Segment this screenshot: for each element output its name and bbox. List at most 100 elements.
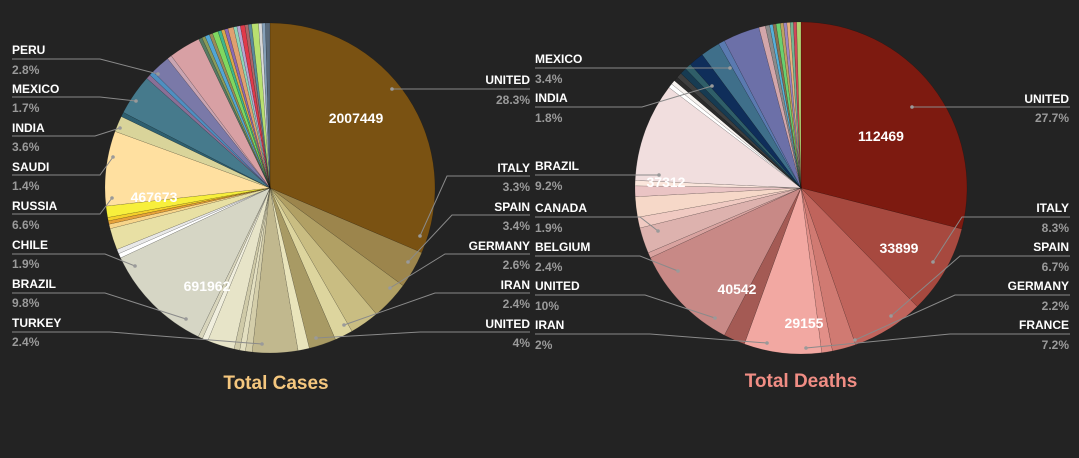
deaths-value-italy: 33899: [880, 240, 919, 256]
pie0-slice-34-other: [208, 33, 271, 189]
pie1-slice-29-other: [775, 23, 802, 189]
cases-label-mexico: MEXICO: [12, 82, 59, 96]
deaths-pct-belgium: 2.4%: [535, 260, 563, 274]
pie0-slice-15-other: [118, 187, 271, 259]
pie1-slice-19-other: [680, 68, 802, 189]
deaths-pct-germany: 2.2%: [1042, 299, 1070, 313]
leader-anchor-dot: [728, 66, 732, 70]
deaths-leader-germany: [854, 294, 1070, 341]
cases-pct-united: 28.3%: [496, 93, 530, 107]
pie0-slice-11-turkey: [207, 187, 271, 350]
deaths-pct-iran: 2%: [535, 338, 553, 352]
pie1-slice-28-other: [772, 23, 802, 189]
pie0-slice-28-mexico: [152, 58, 271, 189]
cases-leader-india: [12, 127, 121, 137]
leader-anchor-dot: [110, 196, 114, 200]
pie1-slice-14-brazil: [634, 87, 802, 189]
cases-pct-turkey: 2.4%: [12, 335, 40, 349]
cases-pct-iran: 2.4%: [503, 297, 531, 311]
pie0-slice-29-other: [167, 55, 271, 189]
pie1-slice-15-other: [668, 83, 802, 189]
pie1-slice-4-other: [800, 187, 833, 353]
cases-leader-russia: [12, 197, 113, 215]
cases-leader-spain: [407, 214, 530, 263]
pie1-slice-5-france: [744, 187, 822, 355]
leader-anchor-dot: [710, 84, 714, 88]
pie0-slice-30-peru: [170, 38, 271, 189]
cases-leader-brazil: [12, 292, 187, 320]
deaths-leader-united-2: [535, 294, 716, 319]
pie1-slice-16-other: [671, 80, 802, 189]
cases-leader-mexico: [12, 96, 137, 102]
pie0-slice-5-iran: [269, 187, 336, 349]
deaths-value-united: 112469: [858, 128, 904, 144]
cases-pct-italy: 3.3%: [503, 180, 531, 194]
pie1-slice-1-italy: [800, 187, 963, 307]
deaths-label-united: UNITED: [1024, 92, 1069, 106]
pie0-slice-40-other: [233, 26, 271, 189]
deaths-label-brazil: BRAZIL: [535, 159, 579, 173]
pie1-slice-26-other: [764, 24, 802, 189]
cases-leader-united-2: [315, 331, 530, 339]
cases-pct-india: 3.6%: [12, 140, 40, 154]
deaths-pct-spain: 6.7%: [1042, 260, 1070, 274]
cases-label-chile: CHILE: [12, 238, 48, 252]
cases-label-russia: RUSSIA: [12, 199, 58, 213]
pie0-slice-6-other: [269, 187, 310, 351]
deaths-label-india: INDIA: [535, 91, 568, 105]
leader-anchor-dot: [118, 126, 122, 130]
leader-anchor-dot: [713, 316, 717, 320]
pie1-slice-9-belgium: [639, 187, 802, 254]
pie1-slice-30-other: [780, 22, 802, 189]
pie1-slice-35-other: [796, 21, 802, 189]
pie0-slice-4-other: [269, 187, 353, 340]
pie1-slice-25-other: [758, 25, 802, 189]
pie0-slice-7-united: [251, 187, 299, 354]
pie0-slice-19-other: [108, 187, 271, 225]
cases-leader-chile: [12, 253, 136, 267]
cases-value-united: 2007449: [329, 110, 384, 126]
pie1-slice-20-other: [685, 63, 802, 189]
deaths-pct-france: 7.2%: [1042, 338, 1070, 352]
leader-anchor-dot: [390, 87, 394, 91]
deaths-leader-iran: [535, 333, 768, 344]
pie1-slice-34-other: [793, 21, 802, 189]
pie1-slice-32-other: [786, 22, 802, 189]
cases-pct-united-2: 4%: [513, 336, 531, 350]
pie0-slice-31-other: [198, 37, 271, 189]
deaths-leader-belgium: [535, 255, 679, 272]
deaths-label-spain: SPAIN: [1033, 240, 1069, 254]
cases-leader-germany: [389, 253, 530, 289]
pie1-slice-31-other: [783, 22, 802, 189]
leader-anchor-dot: [260, 342, 264, 346]
deaths-value-united-2: 40542: [718, 281, 757, 297]
deaths-leader-italy: [932, 216, 1070, 263]
pie0-slice-37-other: [220, 29, 271, 189]
pie1-slice-6-iran: [724, 187, 802, 345]
leader-anchor-dot: [388, 286, 392, 290]
pie0-slice-14-brazil: [120, 187, 271, 337]
cases-leader-italy: [419, 175, 530, 237]
leader-anchor-dot: [931, 260, 935, 264]
leader-anchor-dot: [184, 317, 188, 321]
pie1-slice-27-other: [769, 24, 802, 189]
pie1-slice-23-other: [718, 40, 802, 189]
pie1-slice-2-spain: [800, 187, 918, 346]
total-cases-title: Total Cases: [223, 373, 328, 394]
leader-anchor-dot: [656, 229, 660, 233]
pie0-slice-9-other: [239, 187, 271, 352]
pie0-slice-18-other: [108, 187, 271, 230]
cases-pct-spain: 3.4%: [503, 219, 531, 233]
pie0-slice-26-other: [146, 74, 271, 189]
cases-label-india: INDIA: [12, 121, 45, 135]
cases-pct-russia: 6.6%: [12, 218, 40, 232]
leader-anchor-dot: [111, 155, 115, 159]
pie0-slice-25-india: [123, 77, 271, 189]
pie0-slice-46-other: [258, 22, 271, 189]
leader-anchor-dot: [342, 323, 346, 327]
deaths-label-mexico: MEXICO: [535, 52, 582, 66]
cases-label-united-2: UNITED: [485, 317, 530, 331]
leader-anchor-dot: [134, 99, 138, 103]
cases-pct-mexico: 1.7%: [12, 101, 40, 115]
leader-anchor-dot: [314, 336, 318, 340]
